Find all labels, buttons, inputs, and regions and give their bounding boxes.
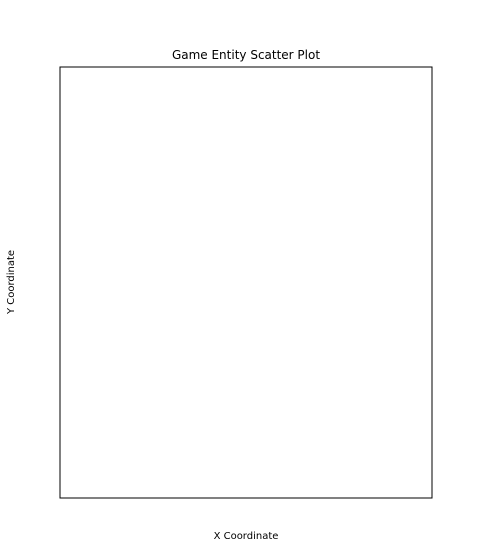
x-axis-label: X Coordinate — [214, 531, 279, 542]
axes-frame — [59, 66, 433, 499]
chart-title: Game Entity Scatter Plot — [172, 48, 320, 62]
y-axis-label: Y Coordinate — [6, 250, 17, 315]
